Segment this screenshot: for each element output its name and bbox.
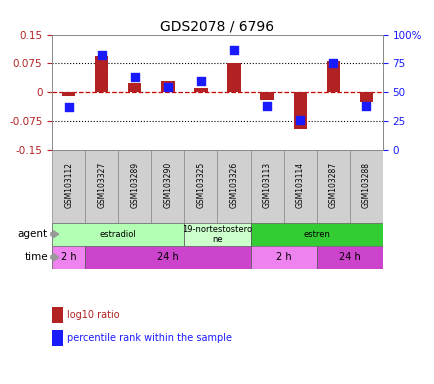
Bar: [52, 223, 184, 246]
Bar: [194, 88, 207, 92]
Bar: [85, 246, 250, 269]
Text: GSM103325: GSM103325: [196, 162, 205, 208]
Point: [263, 103, 270, 109]
Text: GSM103326: GSM103326: [229, 162, 238, 208]
Bar: [62, 92, 75, 96]
Text: 2 h: 2 h: [275, 252, 291, 262]
Text: log10 ratio: log10 ratio: [67, 310, 120, 320]
Bar: [250, 150, 283, 223]
Bar: [118, 150, 151, 223]
Text: 24 h: 24 h: [157, 252, 178, 262]
Text: GSM103289: GSM103289: [130, 162, 139, 208]
Text: time: time: [24, 252, 48, 262]
Bar: [52, 150, 85, 223]
Bar: [349, 150, 382, 223]
Point: [362, 103, 369, 109]
Bar: [260, 92, 273, 100]
Bar: [151, 150, 184, 223]
Point: [197, 78, 204, 84]
Text: GSM103327: GSM103327: [97, 162, 106, 208]
Point: [296, 117, 303, 123]
Bar: [85, 150, 118, 223]
Text: GSM103114: GSM103114: [295, 162, 304, 208]
Bar: [217, 150, 250, 223]
Text: estradiol: estradiol: [100, 230, 136, 239]
Text: GSM103113: GSM103113: [262, 162, 271, 208]
Point: [65, 104, 72, 110]
Point: [131, 74, 138, 80]
Text: 2 h: 2 h: [61, 252, 76, 262]
Bar: [316, 246, 382, 269]
Bar: [359, 92, 372, 102]
Text: agent: agent: [18, 229, 48, 239]
Point: [230, 46, 237, 53]
Text: GSM103287: GSM103287: [328, 162, 337, 208]
Bar: [250, 223, 382, 246]
Text: 24 h: 24 h: [338, 252, 360, 262]
Point: [98, 52, 105, 58]
Bar: [293, 92, 306, 129]
Bar: [184, 223, 250, 246]
Point: [329, 60, 336, 66]
Text: 19-nortestostero
ne: 19-nortestostero ne: [182, 225, 252, 243]
Bar: [227, 63, 240, 92]
Bar: [52, 246, 85, 269]
Point: [164, 83, 171, 89]
Text: GSM103288: GSM103288: [361, 162, 370, 208]
Bar: [316, 150, 349, 223]
Bar: [326, 61, 339, 92]
Text: percentile rank within the sample: percentile rank within the sample: [67, 333, 232, 343]
Bar: [250, 246, 316, 269]
Text: GSM103112: GSM103112: [64, 162, 73, 208]
Text: GSM103290: GSM103290: [163, 162, 172, 208]
Bar: [161, 81, 174, 92]
Text: estren: estren: [302, 230, 329, 239]
Bar: [128, 83, 141, 92]
Bar: [95, 56, 108, 92]
Bar: [283, 150, 316, 223]
Bar: [184, 150, 217, 223]
Title: GDS2078 / 6796: GDS2078 / 6796: [160, 20, 274, 33]
